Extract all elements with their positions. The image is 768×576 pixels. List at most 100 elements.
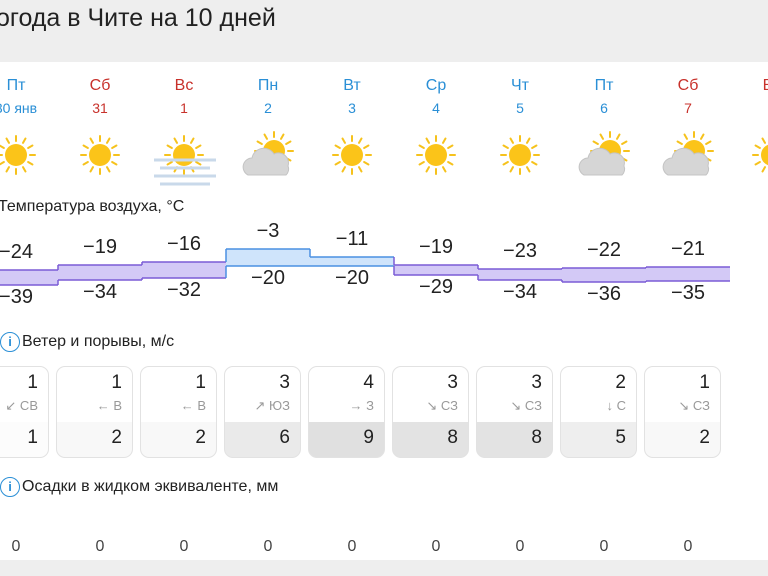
section-label: Температура воздуха, °C [0, 198, 185, 215]
wind-direction: ↘ СЗ [510, 398, 542, 413]
precipitation-value: 0 [599, 538, 609, 555]
weather-icon [242, 131, 294, 176]
day-name: Вт [343, 77, 361, 94]
sun-ray [761, 137, 766, 144]
sun-ray [425, 166, 430, 173]
cloud [578, 147, 626, 176]
sun-ray [195, 144, 202, 149]
sun-ray [5, 137, 10, 144]
sun-ray [676, 140, 683, 145]
precipitation-value: 0 [179, 538, 189, 555]
sun-ray [27, 161, 34, 166]
sun-ray [502, 161, 509, 166]
weather-icon [662, 131, 714, 176]
wind-direction: ← В [96, 398, 122, 413]
sun-ray [592, 140, 599, 145]
sun-ray [190, 137, 195, 144]
sun-ray [502, 144, 509, 149]
wind-speed: 3 [447, 372, 458, 393]
wind-direction: ↘ СЗ [426, 398, 458, 413]
temp-min-label: −35 [671, 282, 705, 304]
wind-card [224, 366, 301, 458]
temp-min-label: −36 [587, 283, 621, 305]
wind-direction: → З [349, 398, 374, 413]
sun-ray [0, 161, 5, 166]
sun-ray [111, 161, 118, 166]
wind-speed: 1 [699, 372, 710, 393]
sun-ray [166, 161, 173, 166]
sun-ray [166, 144, 173, 149]
wind-direction: ↘ СЗ [678, 398, 710, 413]
precipitation-value: 0 [263, 538, 273, 555]
wind-card [644, 366, 721, 458]
temp-range [226, 249, 310, 266]
weather-icon [752, 137, 768, 173]
temp-min-label: −34 [503, 281, 537, 303]
sun-ray [195, 161, 202, 166]
temp-max-label: −16 [167, 233, 201, 255]
sun-ray [754, 161, 761, 166]
wind-speed: 3 [279, 372, 290, 393]
temp-max-label: −21 [671, 238, 705, 260]
sun-ray [363, 144, 370, 149]
temp-min-label: −20 [251, 267, 285, 289]
precipitation-value: 0 [11, 538, 21, 555]
day-date: 7 [684, 100, 692, 116]
info-icon[interactable]: i [0, 477, 20, 497]
sun-ray [442, 166, 447, 173]
day-date: 5 [516, 100, 524, 116]
sun-ray [5, 166, 10, 173]
sun-ray [447, 144, 454, 149]
day-date: 6 [600, 100, 608, 116]
content-card [0, 62, 768, 560]
cloud [662, 147, 710, 176]
temp-max-label: −19 [419, 236, 453, 258]
temp-min-label: −32 [167, 279, 201, 301]
precipitation-value: 0 [683, 538, 693, 555]
day-name: Пт [594, 77, 614, 94]
sun-ray [27, 144, 34, 149]
weather-icon [80, 135, 120, 175]
wind-gust: 8 [531, 427, 542, 448]
wind-card [392, 366, 469, 458]
wind-gust: 5 [615, 427, 626, 448]
wind-gust: 8 [447, 427, 458, 448]
sun-ray [334, 161, 341, 166]
sun-ray [341, 137, 346, 144]
sun-ray [263, 133, 268, 140]
section-label: Ветер и порывы, м/с [22, 333, 175, 350]
sun-ray [82, 144, 89, 149]
temp-max-label: −19 [83, 236, 117, 258]
sun-ray [363, 161, 370, 166]
info-icon[interactable]: i [0, 332, 20, 352]
day-date: 4 [432, 100, 440, 116]
sun-ray [256, 140, 263, 145]
wind-speed: 3 [531, 372, 542, 393]
sun-ray [173, 137, 178, 144]
wind-speed: 2 [615, 372, 626, 393]
temp-min-label: −34 [83, 281, 117, 303]
sun-ray [358, 166, 363, 173]
sun-ray [22, 166, 27, 173]
weather-icon [0, 135, 36, 175]
weather-icon [332, 135, 372, 175]
wind-speed: 1 [27, 372, 38, 393]
wind-direction: ← В [180, 398, 206, 413]
sun-ray [616, 133, 621, 140]
sun-disc [509, 144, 531, 166]
sun-ray [89, 137, 94, 144]
sun-ray [447, 161, 454, 166]
sun-ray [22, 137, 27, 144]
sun-ray [599, 133, 604, 140]
wind-gust: 2 [699, 427, 710, 448]
sun-ray [509, 137, 514, 144]
wind-gust: 9 [363, 427, 374, 448]
day-name: Вс [174, 77, 194, 94]
temp-range [394, 265, 478, 275]
temp-range [310, 257, 394, 266]
weather-icon [578, 131, 630, 176]
sun-ray [106, 166, 111, 173]
sun-disc [425, 144, 447, 166]
weather-icon [416, 135, 456, 175]
